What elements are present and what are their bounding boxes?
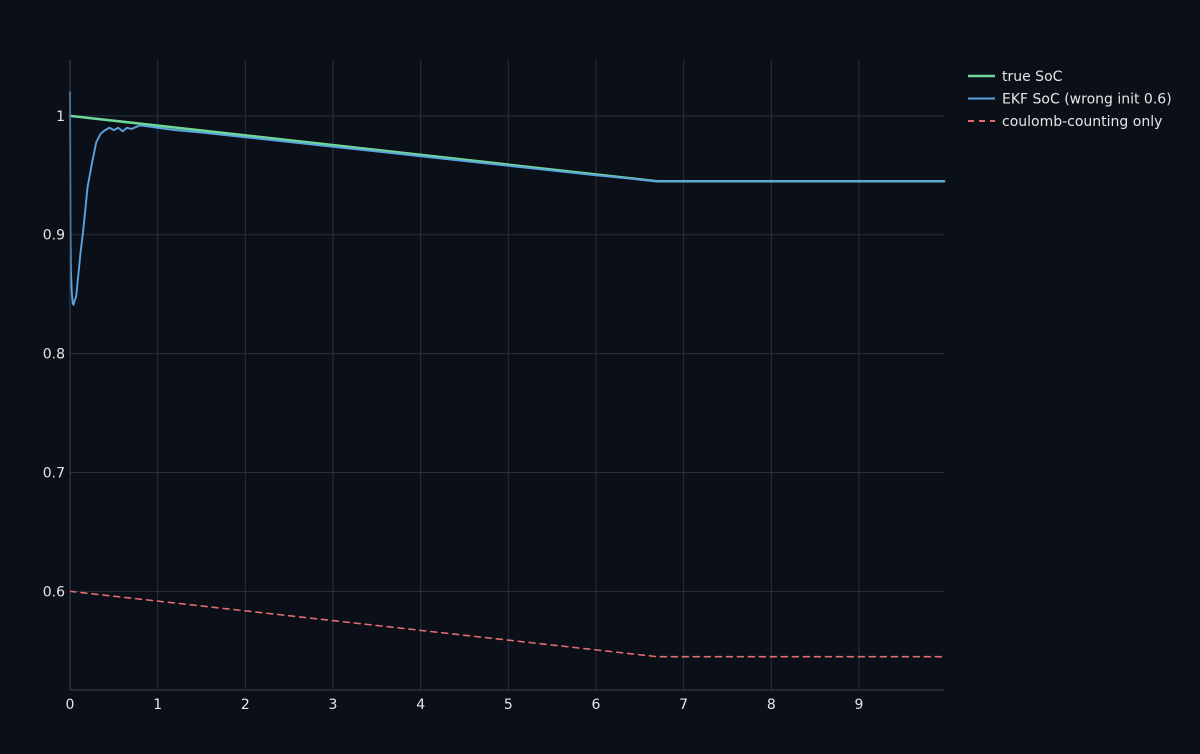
x-tick-label: 4: [416, 697, 425, 713]
series-line-1: [69, 91, 945, 306]
legend: true SoC EKF SoC (wrong init 0.6) coulomb-…: [968, 69, 1172, 130]
x-tick-label: 6: [592, 697, 601, 713]
x-tick-label: 3: [329, 697, 338, 713]
legend-label: EKF SoC (wrong init 0.6): [1002, 92, 1172, 108]
legend-label: coulomb-counting only: [1002, 114, 1162, 130]
y-tick-label: 0.6: [43, 584, 65, 600]
legend-label: true SoC: [1002, 69, 1063, 85]
x-tick-label: 0: [66, 697, 75, 713]
axes: 0 1 2 3 4 5 6 7 8 9 0.6 0.7 0.8 0.9 1: [43, 60, 944, 713]
grid: [69, 60, 944, 690]
x-tick-label: 1: [153, 697, 162, 713]
x-tick-label: 9: [855, 697, 864, 713]
y-tick-label: 0.8: [43, 347, 65, 363]
y-tick-label: 1: [56, 109, 65, 125]
series-lines: [68, 91, 946, 658]
y-tick-label: 0.7: [43, 465, 65, 481]
x-tick-label: 8: [767, 697, 776, 713]
x-tick-label: 2: [241, 697, 250, 713]
series-line-2: [69, 590, 945, 658]
x-tick-label: 5: [504, 697, 513, 713]
series-line-0: [68, 114, 946, 183]
x-tick-label: 7: [679, 697, 688, 713]
y-tick-label: 0.9: [43, 228, 65, 244]
